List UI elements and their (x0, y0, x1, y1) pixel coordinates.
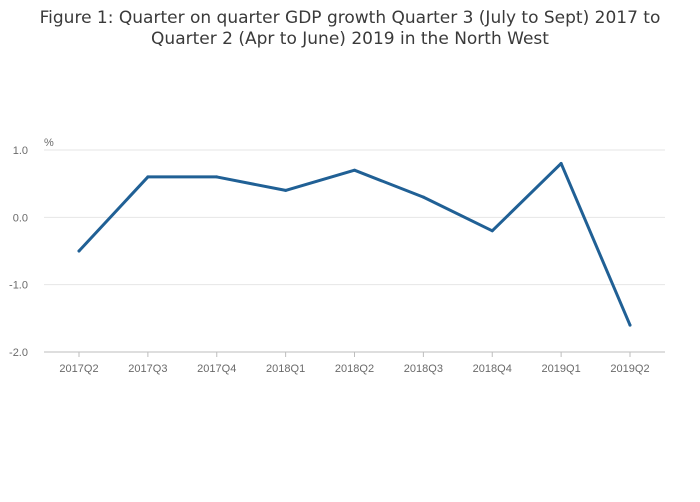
data-point-2017Q3 (146, 175, 150, 179)
data-point-2018Q3 (421, 195, 425, 199)
series-group (77, 161, 632, 327)
series-line-0 (77, 161, 632, 327)
y-tick-label-1: 0.0 (13, 212, 28, 224)
data-point-2018Q4 (490, 229, 494, 233)
data-point-2019Q2 (628, 323, 632, 327)
chart-title: Figure 1: Quarter on quarter GDP growth … (0, 8, 700, 50)
y-tick-label-0: 1.0 (13, 145, 28, 157)
y-axis-unit-label: % (44, 137, 54, 149)
x-tick-label-3: 2018Q1 (266, 363, 305, 375)
y-tick-label-2: -1.0 (9, 280, 28, 292)
x-tick-label-4: 2018Q2 (335, 363, 374, 375)
x-tick-label-1: 2017Q3 (128, 363, 167, 375)
x-tick-label-0: 2017Q2 (59, 363, 98, 375)
data-point-2018Q2 (353, 168, 356, 172)
grid-lines (44, 149, 665, 286)
x-tick-label-2: 2017Q4 (197, 363, 236, 375)
data-point-2017Q2 (77, 249, 81, 253)
chart-title-line-1: Figure 1: Quarter on quarter GDP growth … (39, 8, 661, 28)
x-tick-label-5: 2018Q3 (404, 363, 443, 375)
chart-title-line-2: Quarter 2 (Apr to June) 2019 in the Nort… (151, 29, 549, 49)
data-point-2018Q1 (284, 188, 288, 192)
y-axis-tick-labels: 1.0 0.0 -1.0 -2.0 (9, 145, 28, 359)
data-point-2017Q4 (215, 175, 219, 179)
x-tick-label-6: 2018Q4 (473, 363, 512, 375)
x-axis-tick-labels: 2017Q2 2017Q3 2017Q4 2018Q1 2018Q2 2018Q3 2018… (59, 363, 649, 375)
x-axis (44, 351, 665, 357)
data-point-2019Q1 (559, 161, 563, 165)
x-tick-label-7: 2019Q1 (542, 363, 581, 375)
x-tick-label-8: 2019Q2 (610, 363, 649, 375)
y-tick-label-3: -2.0 (9, 347, 28, 359)
